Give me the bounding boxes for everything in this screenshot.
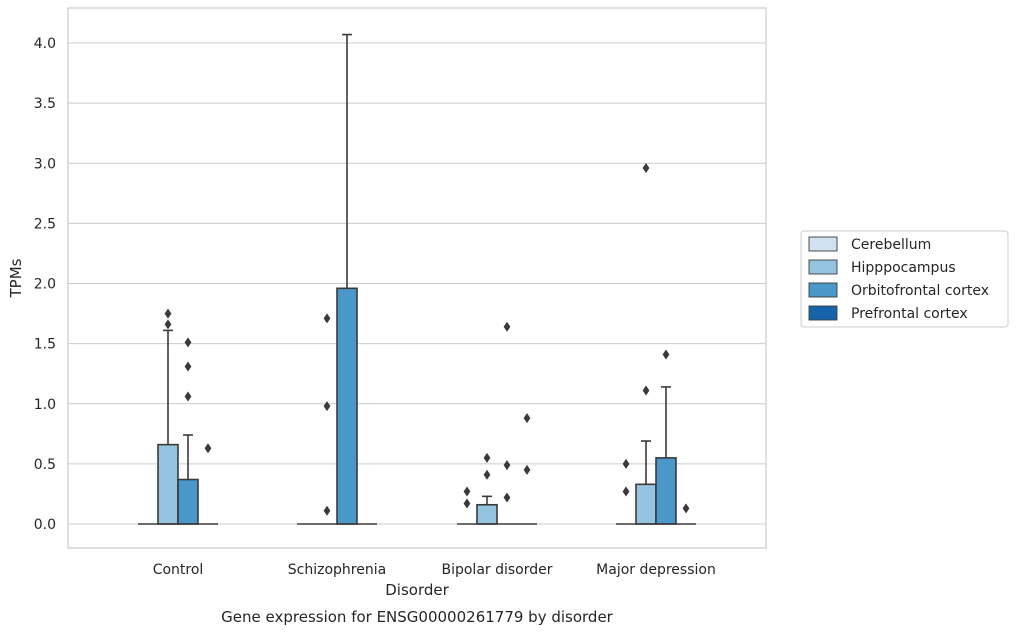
outlier-point [483,469,491,480]
box-body [476,503,498,525]
outlier-point [204,443,212,454]
outlier-point [164,308,172,319]
x-tick-label: Control [153,562,204,578]
plot-area [67,7,767,549]
y-tick-label: 2.0 [34,277,56,293]
legend-item: Prefrontal cortex [808,305,968,322]
box [157,308,179,525]
outlier-point [184,391,192,402]
x-tick-label: Bipolar disorder [441,562,552,578]
legend-label: Cerebellum [851,237,931,253]
outlier-point [682,503,690,514]
outlier-point [463,498,471,509]
legend-items: Cerebellum Hipppocampus Orbitofrontal cort… [808,236,989,322]
y-tick-label: 1.0 [34,397,56,413]
legend-item: Hipppocampus [808,259,956,276]
legend-swatch [808,259,838,275]
outlier-point [662,349,670,360]
legend-item: Cerebellum [808,236,931,253]
figure-caption: Gene expression for ENSG00000261779 by d… [221,608,614,626]
box [317,313,337,525]
box [635,163,657,525]
legend-swatch [808,305,838,321]
legend-label: Orbitofrontal cortex [851,283,989,299]
x-tick-label: Major depression [596,562,716,578]
x-axis-label: Disorder [385,581,449,599]
outlier-point [523,413,531,424]
outlier-point [622,486,630,497]
y-axis-label: TPMs [7,258,25,298]
legend-frame [800,230,1009,328]
box [457,486,477,525]
box-body [635,483,657,525]
box-body [655,457,677,525]
y-tick-label: 3.5 [34,96,56,112]
outlier-point [184,361,192,372]
y-tick-label: 3.0 [34,156,56,172]
box [497,321,517,525]
outlier-point [642,385,650,396]
box [177,337,199,525]
legend-label: Hipppocampus [851,260,956,276]
outlier-point [463,486,471,497]
box [198,443,218,525]
x-tick-label: Schizophrenia [288,562,386,578]
outlier-point [642,163,650,174]
outlier-point [622,458,630,469]
legend: Cerebellum Hipppocampus Orbitofrontal cort… [800,230,1009,328]
y-tick-labels: 0.0 0.5 1.0 1.5 2.0 2.5 3.0 3.5 4.0 [34,36,56,533]
box-body [336,287,358,525]
y-tick-label: 0.5 [34,457,56,473]
box [517,413,537,525]
box [676,503,696,525]
x-tick-labels: Control Schizophrenia Bipolar disorder Majo… [153,562,716,578]
box [655,349,677,525]
y-tick-label: 0.0 [34,517,56,533]
outlier-point [503,460,511,471]
legend-item: Orbitofrontal cortex [808,282,989,299]
boxes-layer [138,33,696,525]
legend-label: Prefrontal cortex [851,306,968,322]
y-tick-label: 4.0 [34,36,56,52]
y-tick-label: 2.5 [34,216,56,232]
y-tick-label: 1.5 [34,337,56,353]
outlier-point [164,319,172,330]
outlier-point [323,401,331,412]
outlier-point [323,505,331,516]
outlier-point [323,313,331,324]
outlier-point [503,321,511,332]
legend-swatch [808,236,838,252]
outlier-point [184,337,192,348]
outlier-point [483,452,491,463]
box-body [177,478,199,525]
legend-swatch [808,282,838,298]
box [616,458,636,525]
box [476,452,498,525]
outlier-point [523,464,531,475]
box-body [157,443,179,525]
outlier-point [503,492,511,503]
box [336,33,358,525]
